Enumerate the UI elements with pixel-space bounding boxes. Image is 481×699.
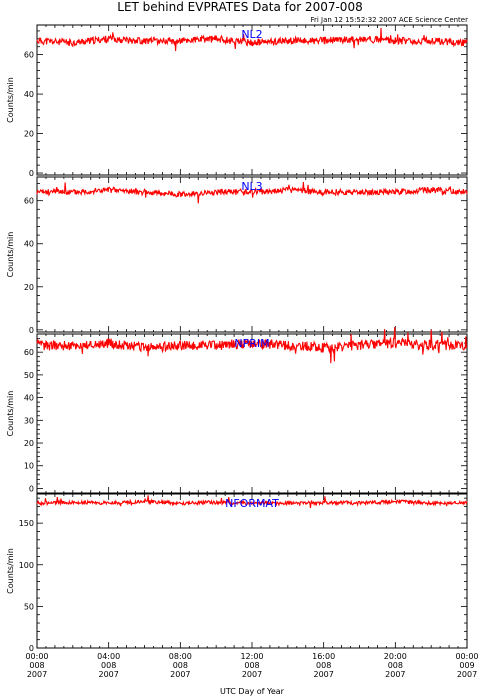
- x-tick-label: 20:00: [384, 652, 407, 661]
- plot-frame: [36, 176, 468, 333]
- y-tick-label: 40: [24, 240, 34, 249]
- panels: 0 20 40 60 Counts/min NL2 0 20 40 60 Counts/min NL3…: [6, 24, 468, 653]
- panel-label: NL2: [241, 28, 262, 41]
- panel-label: NPRIM: [234, 337, 269, 350]
- y-tick-label: 150: [19, 519, 34, 528]
- x-tick-label: 009: [459, 661, 474, 670]
- x-tick-label: 2007: [313, 670, 333, 679]
- x-tick-label: 008: [29, 661, 44, 670]
- x-tick-label: 2007: [242, 670, 262, 679]
- series-line-nl2: [36, 27, 468, 52]
- y-tick-label: 0: [29, 644, 34, 653]
- y-tick-label: 0: [29, 169, 34, 178]
- x-tick-label: 08:00: [169, 652, 192, 661]
- x-tick-label: 00:00: [25, 652, 48, 661]
- y-tick-label: 50: [24, 371, 34, 380]
- y-axis-title: Counts/min: [6, 391, 15, 437]
- x-tick-label: 008: [101, 661, 116, 670]
- plot-frame: [36, 333, 468, 494]
- plot-frame: [36, 24, 468, 176]
- x-tick-label: 008: [173, 661, 188, 670]
- x-tick-label: 12:00: [240, 652, 263, 661]
- y-tick-label: 40: [24, 90, 34, 99]
- plot-frame: [36, 493, 468, 649]
- x-axis-labels: 00:00008200704:00008200708:00008200712:0…: [25, 652, 478, 679]
- x-tick-label: 2007: [27, 670, 47, 679]
- x-tick-label: 2007: [98, 670, 118, 679]
- y-tick-label: 50: [24, 602, 34, 611]
- panel-label: NL3: [241, 180, 262, 193]
- y-tick-label: 0: [29, 484, 34, 493]
- chart-title: LET behind EVPRATES Data for 2007-008: [117, 0, 362, 14]
- panel-nl3: 0 20 40 60 Counts/min NL3: [6, 176, 468, 335]
- x-tick-label: 008: [388, 661, 403, 670]
- y-tick-label: 30: [24, 416, 34, 425]
- y-axis-title: Counts/min: [6, 232, 15, 278]
- x-tick-label: 008: [316, 661, 331, 670]
- y-tick-label: 60: [24, 51, 34, 60]
- y-tick-label: 10: [24, 462, 34, 471]
- chart-subtitle: Fri Jan 12 15:52:32 2007 ACE Science Cen…: [310, 16, 468, 24]
- y-tick-label: 40: [24, 394, 34, 403]
- x-tick-label: 2007: [170, 670, 190, 679]
- y-tick-label: 60: [24, 348, 34, 357]
- panel-nprim: 0 10 20 30 40 50 60 Counts/min NPRIM: [6, 326, 468, 494]
- y-tick-label: 20: [24, 439, 34, 448]
- y-tick-label: 60: [24, 197, 34, 206]
- x-tick-label: 2007: [385, 670, 405, 679]
- x-axis-title: UTC Day of Year: [220, 687, 285, 696]
- panel-nformat: 0 50 100 150 Counts/min NFORMAT: [6, 493, 468, 653]
- x-tick-label: 008: [244, 661, 259, 670]
- y-axis-title: Counts/min: [6, 77, 15, 123]
- x-tick-label: 16:00: [312, 652, 335, 661]
- panel-label: NFORMAT: [225, 497, 279, 510]
- panel-nl2: 0 20 40 60 Counts/min NL2: [6, 24, 468, 178]
- x-tick-label: 04:00: [97, 652, 120, 661]
- x-tick-label: 2007: [457, 670, 477, 679]
- series-line-nprim: [36, 326, 468, 364]
- y-tick-label: 0: [29, 326, 34, 335]
- y-axis-title: Counts/min: [6, 548, 15, 594]
- series-line-nformat: [36, 495, 468, 509]
- y-tick-label: 100: [19, 561, 34, 570]
- y-tick-label: 20: [24, 283, 34, 292]
- series-line-nl3: [36, 181, 468, 204]
- y-tick-label: 20: [24, 130, 34, 139]
- x-tick-label: 00:00: [455, 652, 478, 661]
